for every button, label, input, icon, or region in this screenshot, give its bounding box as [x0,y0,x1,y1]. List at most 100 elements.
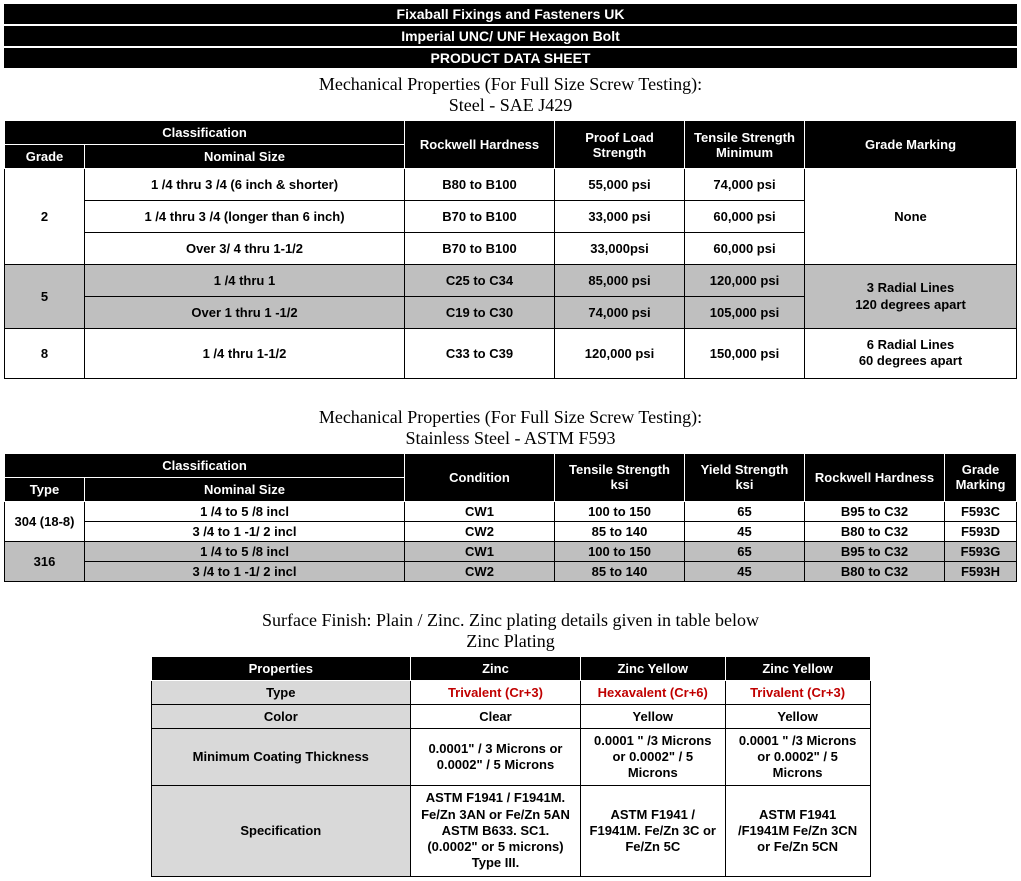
cell: 120,000 psi [555,329,685,379]
section1-subtitle: Steel - SAE J429 [4,95,1017,116]
cell: ASTM F1941 / F1941M. Fe/Zn 3C or Fe/Zn 5… [580,786,725,876]
cell: B80 to C32 [805,521,945,541]
cell: 60,000 psi [685,233,805,265]
th-type: Type [5,477,85,501]
cell: CW1 [405,541,555,561]
row-color-label: Color [151,704,411,728]
th-rockwell: Rockwell Hardness [405,121,555,169]
th-classification: Classification [5,121,405,145]
marking-line2: 120 degrees apart [855,297,966,312]
grade5-label: 5 [5,265,85,329]
cell: ASTM F1941 /F1941M Fe/Zn 3CN or Fe/Zn 5C… [725,786,870,876]
cell: 85,000 psi [555,265,685,297]
cell: 74,000 psi [685,169,805,201]
cell: Over 3/ 4 thru 1-1/2 [85,233,405,265]
cell: 150,000 psi [685,329,805,379]
cell: Trivalent (Cr+3) [411,680,581,704]
cell: 3 /4 to 1 -1/ 2 incl [85,561,405,581]
type316-label: 316 [5,541,85,581]
cell: CW1 [405,501,555,521]
th-tensile: Tensile Strength Minimum [685,121,805,169]
cell: C33 to C39 [405,329,555,379]
cell: F593H [945,561,1017,581]
cell: 65 [685,541,805,561]
cell: B70 to B100 [405,233,555,265]
cell: Yellow [580,704,725,728]
cell: 74,000 psi [555,297,685,329]
header-company: Fixaball Fixings and Fasteners UK [4,4,1017,26]
marking-line2: 60 degrees apart [859,353,962,368]
cell: B80 to C32 [805,561,945,581]
cell: ASTM F1941 / F1941M. Fe/Zn 3AN or Fe/Zn … [411,786,581,876]
th-rockwell: Rockwell Hardness [805,453,945,501]
grade5-marking: 3 Radial Lines 120 degrees apart [805,265,1017,329]
marking-line1: 6 Radial Lines [867,337,954,352]
th-grade: Grade [5,145,85,169]
cell: 85 to 140 [555,521,685,541]
cell: CW2 [405,561,555,581]
cell: 120,000 psi [685,265,805,297]
section1-title: Mechanical Properties (For Full Size Scr… [4,74,1017,95]
cell: Trivalent (Cr+3) [725,680,870,704]
zinc-table: Properties Zinc Zinc Yellow Zinc Yellow … [151,656,871,877]
cell: F593D [945,521,1017,541]
grade2-label: 2 [5,169,85,265]
row-spec-label: Specification [151,786,411,876]
cell: 1 /4 to 5 /8 incl [85,501,405,521]
th-zy1: Zinc Yellow [580,656,725,680]
th-condition: Condition [405,453,555,501]
th-nominal: Nominal Size [85,477,405,501]
marking-line1: 3 Radial Lines [867,280,954,295]
grade8-label: 8 [5,329,85,379]
cell: 33,000 psi [555,201,685,233]
steel-table: Classification Rockwell Hardness Proof L… [4,120,1017,379]
cell: 33,000psi [555,233,685,265]
cell: Hexavalent (Cr+6) [580,680,725,704]
cell: 1 /4 to 5 /8 incl [85,541,405,561]
th-prop: Properties [151,656,411,680]
cell: Clear [411,704,581,728]
section3-title: Zinc Plating [4,631,1017,652]
cell: 1 /4 thru 3 /4 (longer than 6 inch) [85,201,405,233]
grade8-marking: 6 Radial Lines 60 degrees apart [805,329,1017,379]
cell: CW2 [405,521,555,541]
cell: F593G [945,541,1017,561]
cell: Over 1 thru 1 -1/2 [85,297,405,329]
cell: 65 [685,501,805,521]
th-zy2: Zinc Yellow [725,656,870,680]
th-nominal: Nominal Size [85,145,405,169]
row-thick-label: Minimum Coating Thickness [151,728,411,786]
cell: 100 to 150 [555,501,685,521]
cell: 100 to 150 [555,541,685,561]
cell: 0.0001 " /3 Microns or 0.0002" / 5 Micro… [580,728,725,786]
section3-intro: Surface Finish: Plain / Zinc. Zinc plati… [4,610,1017,631]
cell: 0.0001" / 3 Microns or 0.0002" / 5 Micro… [411,728,581,786]
cell: 85 to 140 [555,561,685,581]
header-sheet: PRODUCT DATA SHEET [4,48,1017,70]
cell: C19 to C30 [405,297,555,329]
th-zinc: Zinc [411,656,581,680]
cell: B95 to C32 [805,501,945,521]
header-product: Imperial UNC/ UNF Hexagon Bolt [4,26,1017,48]
cell: 105,000 psi [685,297,805,329]
cell: B70 to B100 [405,201,555,233]
cell: 1 /4 thru 1-1/2 [85,329,405,379]
th-yield: Yield Strength ksi [685,453,805,501]
cell: C25 to C34 [405,265,555,297]
cell: 0.0001 " /3 Microns or 0.0002" / 5 Micro… [725,728,870,786]
section2-subtitle: Stainless Steel - ASTM F593 [4,428,1017,449]
cell: 45 [685,521,805,541]
row-type-label: Type [151,680,411,704]
th-classification: Classification [5,453,405,477]
section2-title: Mechanical Properties (For Full Size Scr… [4,407,1017,428]
th-tensile: Tensile Strength ksi [555,453,685,501]
stainless-table: Classification Condition Tensile Strengt… [4,453,1017,582]
cell: 55,000 psi [555,169,685,201]
cell: 3 /4 to 1 -1/ 2 incl [85,521,405,541]
cell: 45 [685,561,805,581]
cell: 1 /4 thru 3 /4 (6 inch & shorter) [85,169,405,201]
cell: B80 to B100 [405,169,555,201]
cell: F593C [945,501,1017,521]
grade2-marking: None [805,169,1017,265]
cell: B95 to C32 [805,541,945,561]
